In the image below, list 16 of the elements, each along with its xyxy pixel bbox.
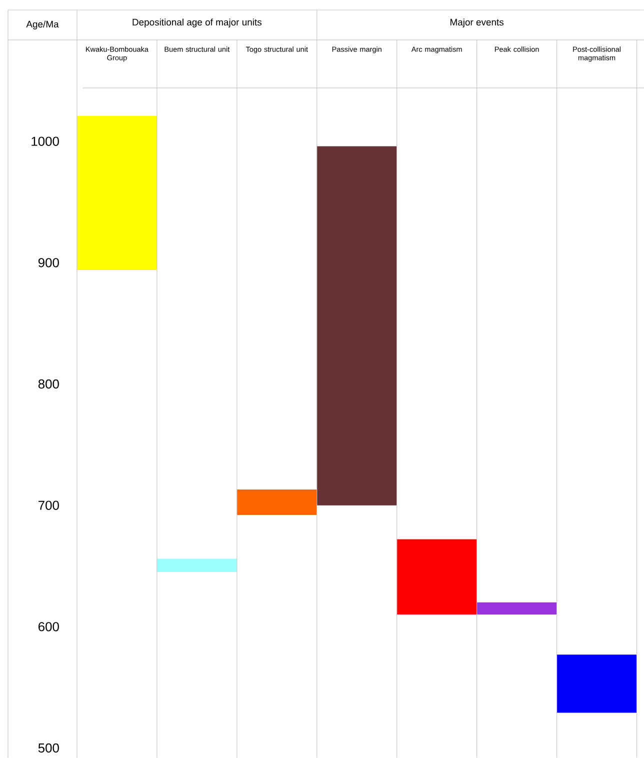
text: Major events — [450, 18, 504, 28]
bar — [316, 146, 397, 506]
bar — [156, 558, 237, 572]
y-tick-label: 900 — [38, 258, 59, 268]
bar — [396, 539, 477, 615]
y-tick-label: 1000 — [32, 136, 59, 146]
bar — [476, 602, 557, 615]
y-tick-label: 600 — [38, 622, 59, 632]
bar — [236, 490, 317, 516]
y-axis-title: Age/Ma — [26, 20, 59, 30]
y-tick-label: 800 — [38, 379, 59, 389]
y-tick-label: 700 — [38, 500, 59, 510]
bar — [76, 116, 157, 270]
y-tick-label: 500 — [38, 743, 59, 753]
bar — [556, 654, 637, 713]
text: Depositional age of major units — [132, 18, 262, 28]
